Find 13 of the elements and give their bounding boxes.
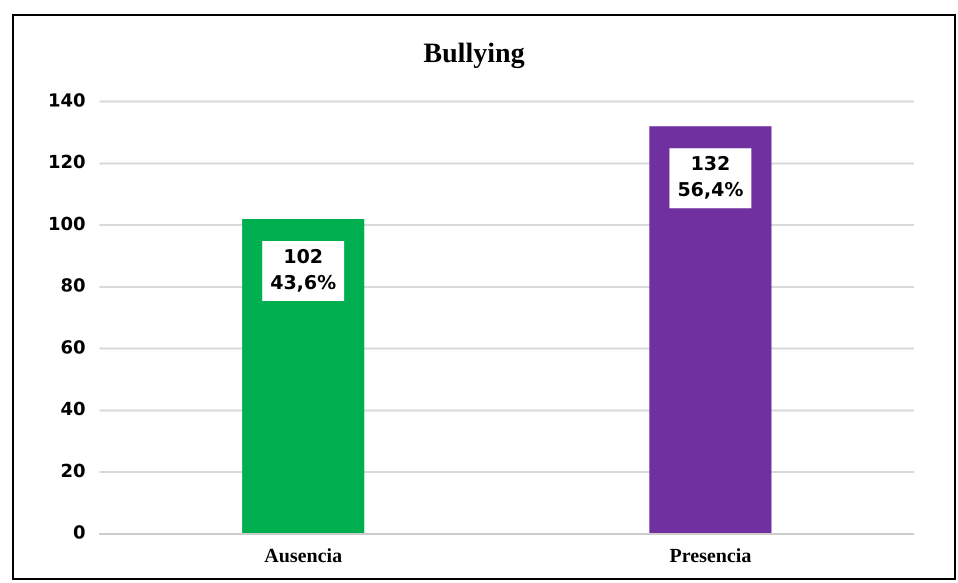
y-tick-label: 140 (48, 90, 86, 112)
chart-title: Bullying (423, 38, 525, 70)
y-tick-label: 80 (60, 276, 86, 297)
y-tick-label: 0 (73, 522, 86, 544)
x-tick-label: Presencia (669, 545, 752, 568)
y-tick-label: 60 (60, 337, 86, 358)
data-label: 132 56,4% (677, 153, 744, 202)
y-tick-label: 120 (48, 152, 86, 174)
data-label: 102 43,6% (270, 246, 336, 294)
x-tick-label: Ausencia (264, 545, 342, 568)
y-tick-label: 20 (60, 460, 86, 482)
y-tick-label: 40 (60, 399, 86, 420)
y-tick-label: 100 (48, 214, 86, 235)
